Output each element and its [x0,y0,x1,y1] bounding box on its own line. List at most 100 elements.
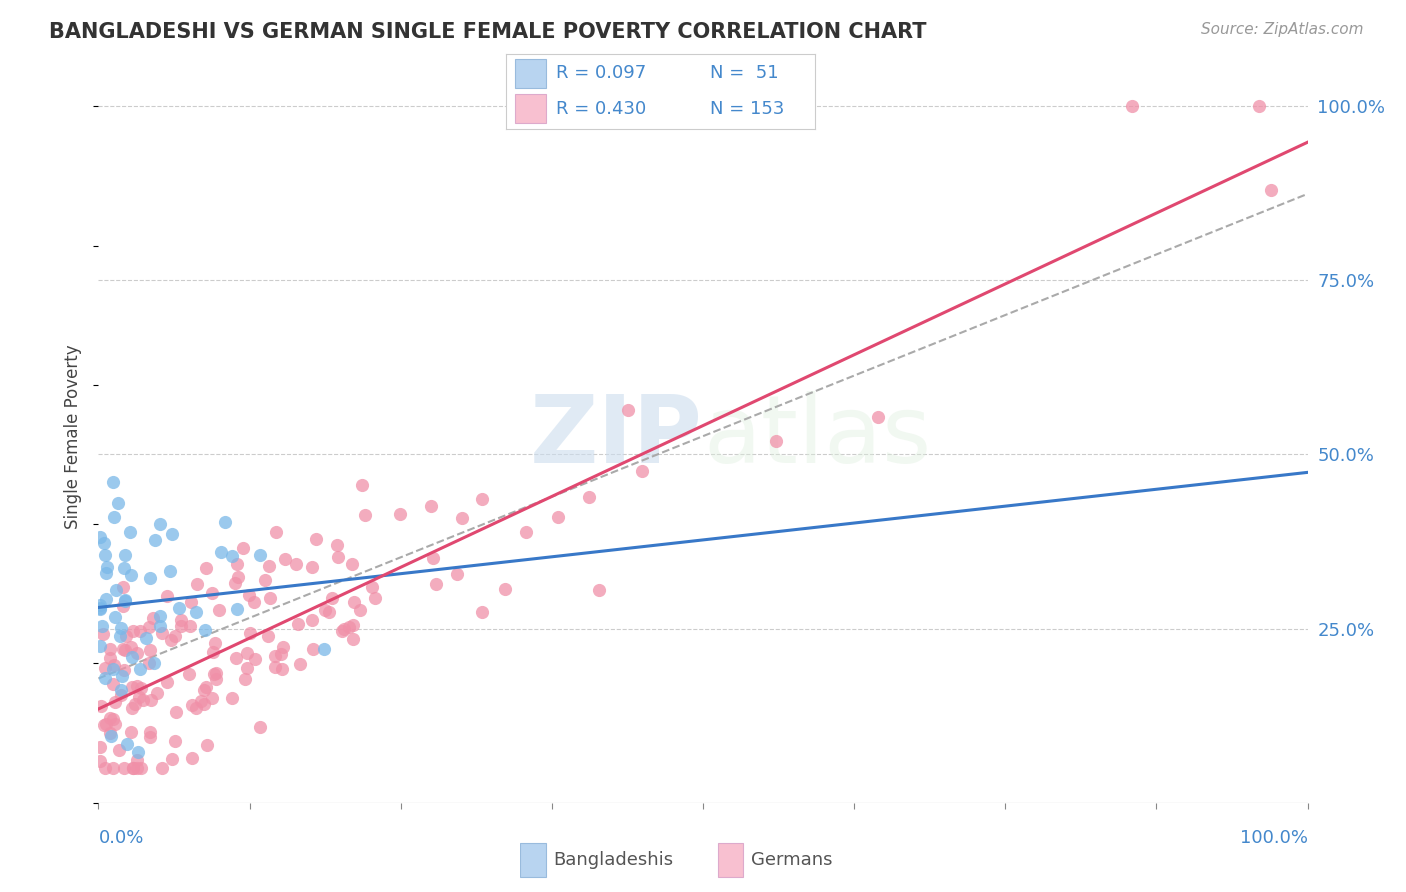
Point [271,662,294,676]
Point [110,689,132,703]
Point [139,571,162,585]
Point [121,649,143,664]
Text: Germans: Germans [751,851,832,869]
Point [138,620,160,634]
Point [301,559,323,574]
Point [127,745,149,759]
Point [156,589,179,603]
Text: atlas: atlas [703,391,931,483]
Point [201,586,224,600]
Point [111,668,134,682]
Point [150,761,173,775]
Point [264,524,287,539]
Point [103,761,125,775]
Text: ZIP: ZIP [530,391,703,483]
Point [249,548,271,562]
Point [110,621,132,635]
Point [132,692,155,706]
Point [190,694,212,708]
Point [98,711,121,725]
Point [471,492,494,507]
Point [270,648,292,662]
Point [547,510,569,524]
Point [226,570,249,584]
Point [114,548,136,562]
Point [301,614,323,628]
Point [94,716,117,731]
Point [93,761,115,775]
Point [125,646,148,660]
Point [125,761,148,775]
Point [257,629,280,643]
Point [170,613,193,627]
Point [349,603,371,617]
Point [204,636,226,650]
Point [112,663,135,677]
Point [98,726,121,740]
Text: Source: ZipAtlas.com: Source: ZipAtlas.com [1201,22,1364,37]
Point [631,464,654,478]
Point [101,662,124,676]
Point [145,533,167,548]
Point [108,629,131,643]
Point [446,566,468,581]
Point [342,618,364,632]
Point [94,661,117,675]
Point [135,631,157,645]
Point [235,661,257,675]
Point [285,557,308,571]
Point [232,541,254,555]
Point [89,754,111,768]
Point [1121,99,1143,113]
Point [94,591,117,606]
Point [340,557,363,571]
Point [131,681,153,695]
Point [98,651,121,665]
Text: R = 0.430: R = 0.430 [555,100,645,118]
Text: 0.0%: 0.0% [98,829,143,847]
Text: R = 0.097: R = 0.097 [555,64,645,82]
Point [422,551,444,566]
Point [89,531,111,545]
Point [180,698,202,712]
Bar [516,95,547,123]
Point [184,701,207,715]
Point [143,656,166,670]
Point [1249,99,1271,113]
Point [233,672,256,686]
Point [89,598,111,612]
Point [98,642,121,657]
Point [89,601,111,615]
Point [104,582,127,597]
Point [314,603,336,617]
Point [159,565,181,579]
Point [127,679,149,693]
Point [127,753,149,767]
Point [180,595,202,609]
Point [128,662,150,676]
Point [181,751,204,765]
Point [343,595,366,609]
Point [305,532,328,546]
Point [103,658,125,673]
Point [195,738,218,752]
Point [104,610,127,624]
Point [122,761,145,775]
Bar [717,843,744,877]
Text: BANGLADESHI VS GERMAN SINGLE FEMALE POVERTY CORRELATION CHART: BANGLADESHI VS GERMAN SINGLE FEMALE POVE… [49,22,927,42]
Point [225,651,247,665]
Point [104,717,127,731]
Point [425,577,447,591]
Point [765,434,787,449]
Point [112,761,135,775]
Point [243,595,266,609]
Point [337,620,360,634]
Point [112,560,135,574]
Point [129,761,152,775]
Point [193,682,215,697]
Point [578,490,600,504]
Point [142,611,165,625]
Point [162,752,184,766]
Point [120,640,142,654]
Point [163,629,186,643]
